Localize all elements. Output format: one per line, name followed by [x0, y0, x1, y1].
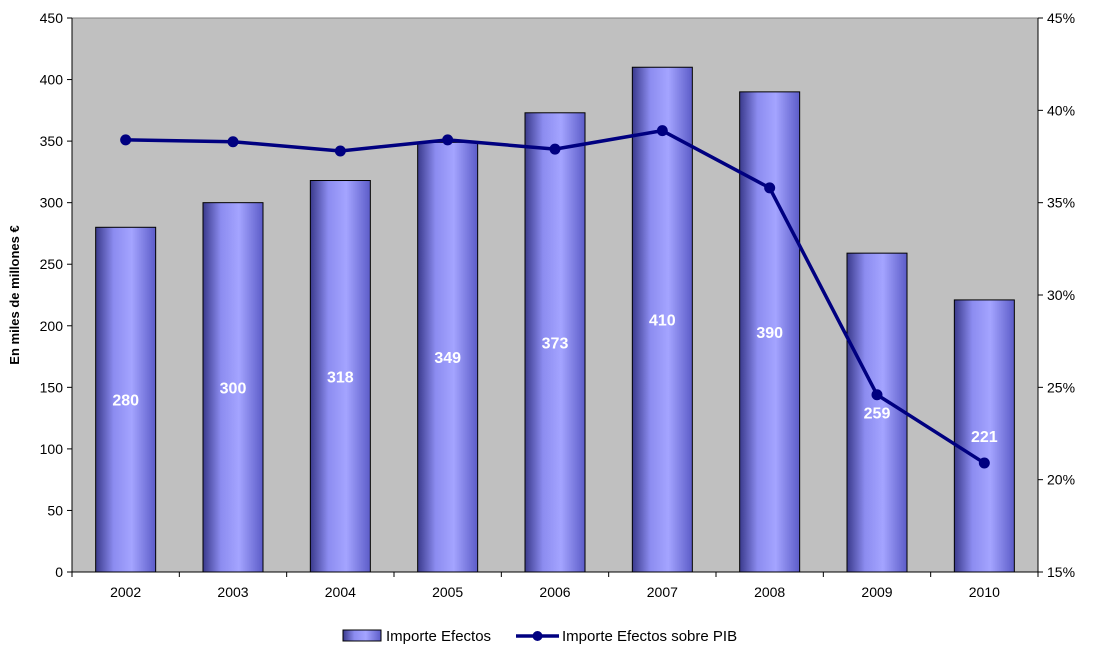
bar-data-label: 318 — [327, 369, 354, 386]
bar — [95, 226, 157, 573]
bar-data-label: 349 — [434, 350, 461, 367]
line-point — [227, 136, 239, 148]
y-tick-label: 450 — [40, 10, 64, 26]
y-tick-label: 200 — [40, 318, 64, 334]
y-tick-label: 100 — [40, 441, 64, 457]
legend-swatch-bar — [342, 629, 382, 642]
legend-label-line: Importe Efectos sobre PIB — [562, 628, 737, 645]
bars — [95, 66, 1015, 573]
x-tick-label: 2004 — [325, 584, 356, 600]
bar-data-label: 410 — [649, 313, 676, 330]
line-point — [871, 389, 883, 401]
bar-data-label: 221 — [971, 429, 998, 446]
y-tick-label: 300 — [40, 195, 64, 211]
series-line — [120, 125, 990, 469]
bar-data-label: 390 — [756, 325, 783, 342]
line-point — [334, 145, 346, 157]
x-tick-label: 2007 — [647, 584, 678, 600]
y-tick-label: 250 — [40, 256, 64, 272]
bar-labels: 280 300 318 349 373 410 390 259 221 — [112, 313, 997, 446]
line-point — [656, 125, 668, 137]
y-tick-label: 150 — [40, 379, 64, 395]
x-tick-label: 2002 — [110, 584, 141, 600]
bar-data-label: 373 — [542, 335, 569, 352]
y-tick-label: 0 — [55, 564, 63, 580]
bar-data-label: 300 — [220, 380, 247, 397]
y2-tick-label: 45% — [1047, 10, 1075, 26]
y-tick-label: 350 — [40, 133, 64, 149]
bar — [739, 91, 801, 573]
y2-tick-label: 25% — [1047, 379, 1075, 395]
y2-tick-label: 40% — [1047, 102, 1075, 118]
line-point — [764, 182, 776, 194]
y-tick-label: 400 — [40, 72, 64, 88]
x-tick-label: 2005 — [432, 584, 463, 600]
line-point — [978, 457, 990, 469]
bar-data-label: 259 — [864, 406, 891, 423]
x-tick-label: 2003 — [217, 584, 248, 600]
legend: Importe Efectos Importe Efectos sobre PIB — [342, 628, 737, 645]
y2-tick-label: 35% — [1047, 195, 1075, 211]
bar — [202, 202, 264, 573]
legend-label-bar: Importe Efectos — [386, 628, 491, 645]
x-tick-label: 2010 — [969, 584, 1000, 600]
bar — [309, 180, 371, 573]
legend-swatch-marker — [532, 631, 543, 641]
bar-data-label: 280 — [112, 393, 139, 410]
bar — [953, 299, 1015, 573]
x-tick-label: 2006 — [539, 584, 570, 600]
y2-tick-label: 30% — [1047, 287, 1075, 303]
line-point — [120, 134, 132, 146]
line-point — [442, 134, 454, 146]
bar — [524, 112, 586, 573]
y2-tick-label: 20% — [1047, 472, 1075, 488]
y-axis-title: En miles de millones € — [7, 225, 22, 364]
x-tick-label: 2009 — [861, 584, 892, 600]
y-tick-label: 50 — [47, 502, 63, 518]
x-tick-label: 2008 — [754, 584, 785, 600]
bar — [417, 141, 479, 573]
axes: 0 50 100 150 200 250 300 350 400 450 15% 20% 25% 30% 3… — [40, 10, 1075, 600]
y2-tick-label: 15% — [1047, 564, 1075, 580]
line-point — [549, 143, 561, 155]
